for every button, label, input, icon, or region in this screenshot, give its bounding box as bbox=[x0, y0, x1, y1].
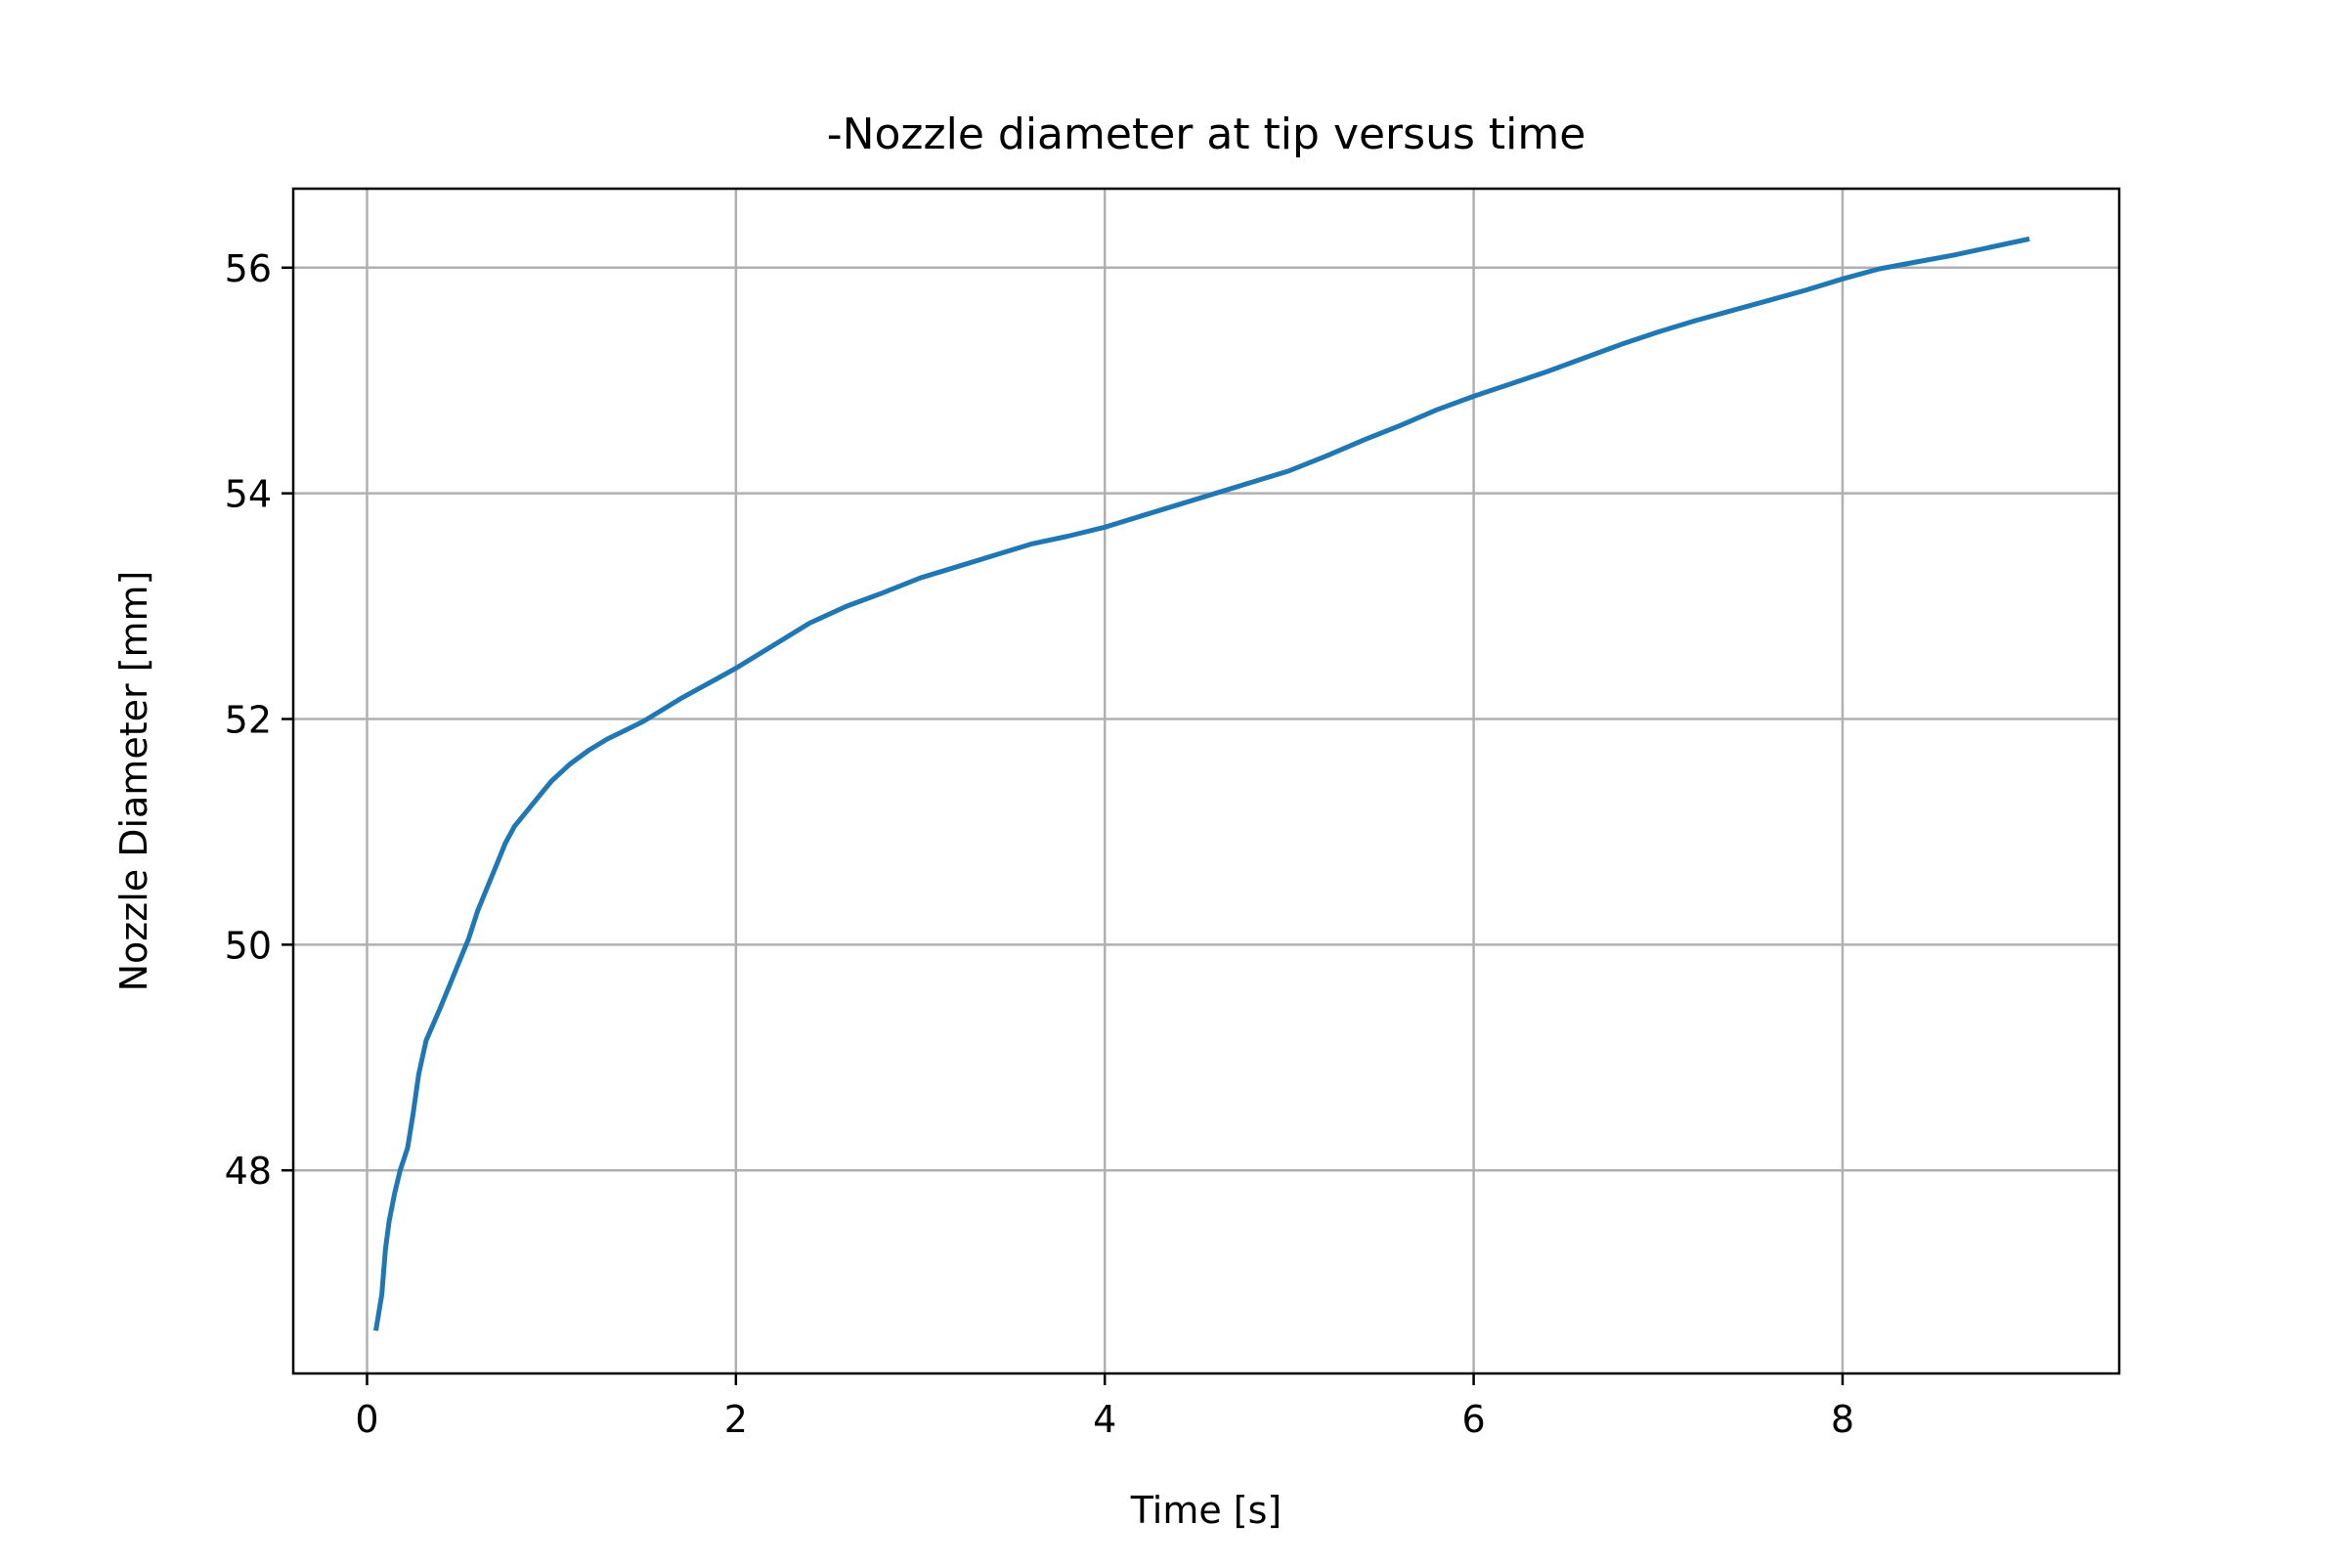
y-tick-label: 56 bbox=[225, 247, 272, 290]
y-axis-label: Nozzle Diameter [mm] bbox=[112, 571, 155, 992]
x-axis-label: Time [s] bbox=[1130, 1489, 1282, 1532]
y-tick-label: 48 bbox=[225, 1150, 272, 1193]
grid-layer bbox=[293, 189, 2119, 1373]
x-tick-label: 0 bbox=[355, 1398, 378, 1441]
chart-title: -Nozzle diameter at tip versus time bbox=[827, 109, 1586, 159]
series-line bbox=[373, 236, 2030, 1331]
y-tick-label: 50 bbox=[225, 924, 272, 967]
tick-layer: 0 2 4 6 8 48 50 52 54 56 bbox=[225, 247, 1854, 1441]
x-tick-label: 4 bbox=[1093, 1398, 1116, 1441]
x-tick-label: 8 bbox=[1831, 1398, 1854, 1441]
y-tick-label: 54 bbox=[225, 473, 272, 516]
x-tick-label: 2 bbox=[724, 1398, 748, 1441]
plot-frame bbox=[291, 187, 2121, 1375]
y-tick-label: 52 bbox=[225, 699, 272, 742]
series-layer bbox=[373, 236, 2030, 1331]
x-tick-label: 6 bbox=[1462, 1398, 1486, 1441]
